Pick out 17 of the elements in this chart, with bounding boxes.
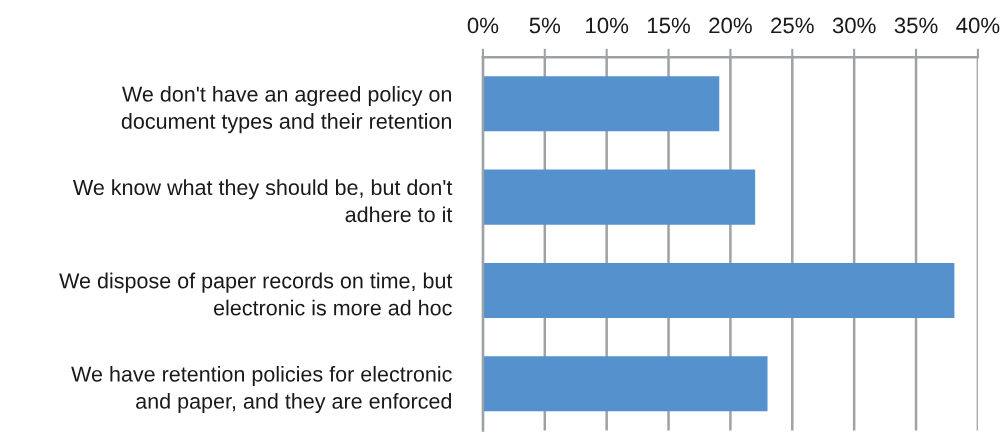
bar [482, 262, 955, 318]
bar [482, 76, 720, 132]
x-tick-label: 30% [832, 17, 876, 34]
x-tick-label: 10% [586, 17, 629, 34]
x-tick-label: 0% [467, 17, 499, 34]
x-tick-label: 40% [956, 17, 1000, 34]
x-tick-label: 5% [529, 17, 561, 34]
bar [482, 169, 756, 225]
x-tick-label: 15% [648, 17, 690, 34]
x-tick-label: 20% [709, 17, 752, 34]
y-tick-label: We dispose of paper records on time, but electronic is more ad hoc [59, 272, 453, 316]
y-tick-label: We have retention policies for electronic and paper, and they are enforced [71, 365, 452, 414]
y-tick-label: We don't have an agreed policy on document types and their retention [121, 85, 451, 134]
x-tick-label: 25% [771, 17, 814, 34]
y-tick-label: We know what they should be, but don't adhere to it [72, 179, 453, 223]
x-tick-label: 35% [894, 17, 938, 34]
bar [482, 356, 768, 412]
